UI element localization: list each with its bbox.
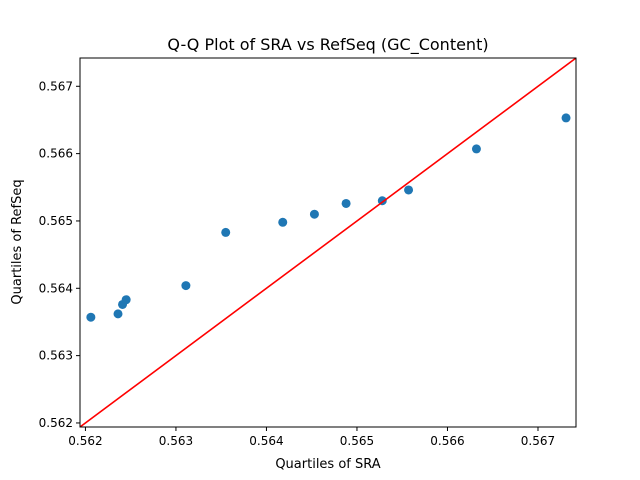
y-tick-label: 0.562 [39,416,73,430]
x-tick-label: 0.566 [430,434,464,448]
plot-area: 0.562 0.563 0.564 0.565 0.566 0.567 0.562 0.563… [39,57,577,448]
chart-title: Q-Q Plot of SRA vs RefSeq (GC_Content) [167,35,488,55]
data-point [278,217,288,227]
y-axis-label: Quartiles of RefSeq [10,179,25,304]
data-point [309,209,319,219]
x-tick-label: 0.565 [340,434,374,448]
data-point [561,113,571,123]
data-point [221,227,231,237]
x-tick-label: 0.567 [521,434,555,448]
data-point [341,198,351,208]
y-tick-label: 0.565 [39,214,73,228]
x-tick-label: 0.563 [159,434,193,448]
data-point [86,312,96,322]
data-point [471,144,481,154]
data-point [113,309,123,319]
x-tick-label: 0.562 [68,434,102,448]
x-axis-label: Quartiles of SRA [275,457,380,472]
y-tick-label: 0.567 [39,79,73,93]
y-tick-label: 0.563 [39,349,73,363]
plot-frame [79,57,577,428]
reference-line [80,58,576,427]
data-point [404,185,414,195]
data-point [121,295,131,305]
x-tick-label: 0.564 [249,434,283,448]
y-tick-label: 0.566 [39,147,73,161]
data-point [181,281,191,291]
y-tick-label: 0.564 [39,281,73,295]
